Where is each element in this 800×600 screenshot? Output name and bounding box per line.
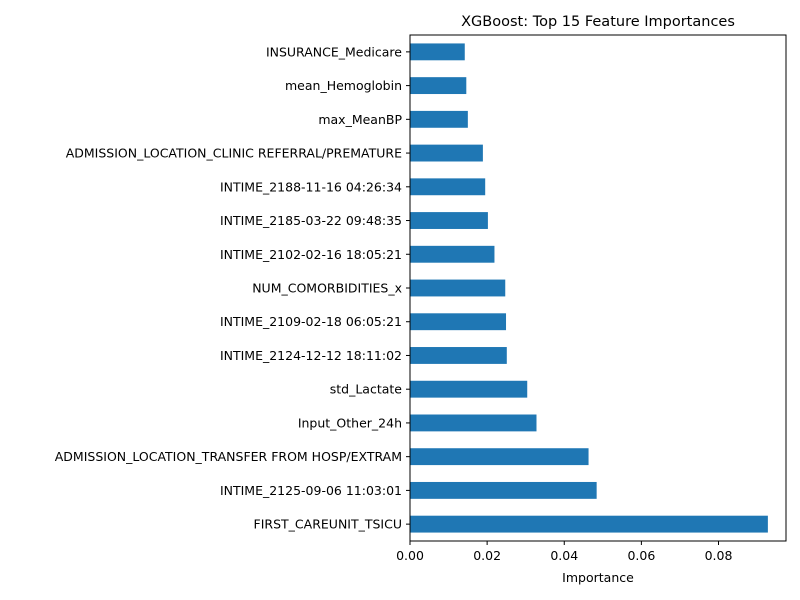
bar bbox=[410, 245, 495, 263]
y-tick-label: mean_Hemoglobin bbox=[285, 78, 402, 93]
x-axis-label: Importance bbox=[562, 570, 634, 585]
x-ticks-group: 0.00 0.02 0.04 0.06 0.08 bbox=[396, 541, 732, 563]
y-tick-label: Input_Other_24h bbox=[298, 415, 402, 430]
bar bbox=[410, 313, 507, 331]
y-tick-label: max_MeanBP bbox=[318, 112, 402, 127]
y-tick-label: INTIME_2124-12-12 18:11:02 bbox=[220, 348, 402, 363]
bar bbox=[410, 481, 597, 499]
x-tick-label: 0.04 bbox=[550, 548, 578, 563]
bars-group bbox=[410, 43, 768, 533]
x-tick-label: 0.02 bbox=[473, 548, 501, 563]
y-tick-label: INTIME_2102-02-16 18:05:21 bbox=[220, 247, 402, 262]
y-tick-label: INTIME_2188-11-16 04:26:34 bbox=[220, 179, 402, 194]
bar bbox=[410, 279, 506, 297]
plot-border bbox=[409, 34, 787, 542]
bar bbox=[410, 515, 768, 533]
y-tick-label: INTIME_2125-09-06 11:03:01 bbox=[220, 483, 402, 498]
y-tick-label: INSURANCE_Medicare bbox=[266, 44, 402, 59]
y-tick-label: ADMISSION_LOCATION_CLINIC REFERRAL/PREMA… bbox=[66, 146, 402, 161]
x-tick-label: 0.08 bbox=[705, 548, 733, 563]
chart-title: XGBoost: Top 15 Feature Importances bbox=[461, 14, 735, 30]
bar bbox=[410, 448, 589, 466]
y-tick-label: INTIME_2185-03-22 09:48:35 bbox=[220, 213, 402, 228]
bar bbox=[410, 212, 488, 229]
y-tick-label: NUM_COMORBIDITIES_x bbox=[252, 281, 402, 296]
bar bbox=[410, 347, 507, 364]
bar bbox=[410, 178, 486, 196]
bar bbox=[410, 110, 468, 128]
bar bbox=[410, 43, 465, 61]
x-tick-label: 0.00 bbox=[396, 548, 424, 563]
bar bbox=[410, 380, 528, 398]
x-tick-label: 0.06 bbox=[627, 548, 655, 563]
bar bbox=[410, 144, 483, 162]
y-ticks-group: FIRST_CAREUNIT_TSICU INTIME_2125-09-06 11… bbox=[55, 44, 410, 532]
y-tick-label: std_Lactate bbox=[330, 382, 403, 397]
y-tick-label: INTIME_2109-02-18 06:05:21 bbox=[220, 314, 402, 329]
bar bbox=[410, 77, 467, 95]
y-tick-label: ADMISSION_LOCATION_TRANSFER FROM HOSP/EX… bbox=[55, 449, 402, 464]
bar bbox=[410, 414, 537, 432]
axes-frame bbox=[409, 34, 787, 542]
y-tick-label: FIRST_CAREUNIT_TSICU bbox=[254, 517, 402, 532]
